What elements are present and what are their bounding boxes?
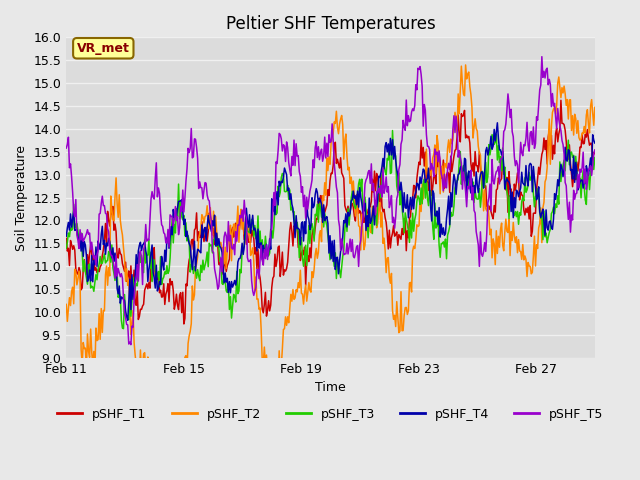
pSHF_T2 — [498, 220, 506, 226]
pSHF_T3 — [63, 245, 70, 251]
pSHF_T1 — [378, 204, 386, 209]
pSHF_T4 — [378, 164, 386, 170]
pSHF_T1 — [317, 193, 325, 199]
pSHF_T2 — [63, 301, 70, 307]
pSHF_T5 — [378, 194, 386, 200]
pSHF_T2 — [349, 178, 357, 184]
pSHF_T3 — [580, 184, 588, 190]
Line: pSHF_T1: pSHF_T1 — [67, 100, 595, 324]
Line: pSHF_T2: pSHF_T2 — [67, 65, 595, 464]
pSHF_T2 — [172, 461, 179, 467]
pSHF_T5 — [314, 144, 322, 150]
pSHF_T3 — [317, 215, 325, 220]
pSHF_T5 — [591, 147, 598, 153]
pSHF_T1 — [349, 204, 357, 210]
X-axis label: Time: Time — [315, 381, 346, 394]
pSHF_T5 — [497, 156, 504, 162]
pSHF_T5 — [127, 342, 135, 348]
pSHF_T1 — [180, 321, 188, 327]
pSHF_T3 — [498, 168, 506, 174]
pSHF_T4 — [498, 152, 506, 158]
pSHF_T1 — [63, 236, 70, 241]
pSHF_T1 — [557, 97, 564, 103]
pSHF_T3 — [349, 198, 357, 204]
pSHF_T4 — [317, 201, 325, 207]
Title: Peltier SHF Temperatures: Peltier SHF Temperatures — [226, 15, 435, 33]
pSHF_T1 — [497, 178, 504, 183]
pSHF_T2 — [314, 250, 322, 255]
pSHF_T2 — [580, 123, 588, 129]
pSHF_T1 — [591, 151, 598, 156]
pSHF_T4 — [349, 188, 357, 194]
pSHF_T4 — [314, 200, 322, 206]
pSHF_T5 — [580, 180, 588, 186]
pSHF_T5 — [63, 145, 70, 151]
Legend: pSHF_T1, pSHF_T2, pSHF_T3, pSHF_T4, pSHF_T5: pSHF_T1, pSHF_T2, pSHF_T3, pSHF_T4, pSHF… — [52, 403, 609, 425]
Line: pSHF_T3: pSHF_T3 — [67, 131, 595, 329]
pSHF_T3 — [378, 175, 386, 181]
pSHF_T4 — [591, 140, 598, 146]
pSHF_T3 — [591, 155, 598, 160]
pSHF_T2 — [591, 105, 598, 110]
pSHF_T2 — [461, 62, 469, 68]
pSHF_T4 — [580, 177, 588, 183]
pSHF_T5 — [349, 253, 357, 259]
pSHF_T1 — [580, 141, 588, 146]
pSHF_T5 — [538, 54, 546, 60]
pSHF_T1 — [314, 198, 322, 204]
Text: VR_met: VR_met — [77, 42, 130, 55]
Line: pSHF_T5: pSHF_T5 — [67, 57, 595, 345]
pSHF_T2 — [378, 209, 386, 215]
Y-axis label: Soil Temperature: Soil Temperature — [15, 144, 28, 251]
pSHF_T2 — [317, 239, 325, 244]
Line: pSHF_T4: pSHF_T4 — [67, 123, 595, 320]
pSHF_T3 — [388, 128, 396, 133]
pSHF_T3 — [120, 326, 127, 332]
pSHF_T4 — [63, 233, 70, 239]
pSHF_T3 — [314, 219, 322, 225]
pSHF_T5 — [317, 146, 325, 152]
pSHF_T4 — [124, 317, 132, 323]
pSHF_T4 — [493, 120, 501, 126]
